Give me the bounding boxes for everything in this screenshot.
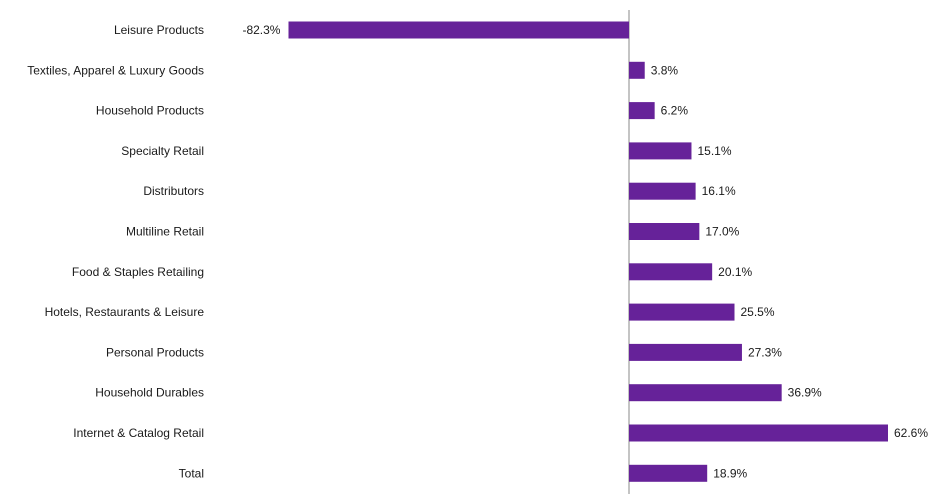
data-label: 3.8% (651, 63, 679, 77)
bar (629, 223, 700, 240)
bar (629, 61, 645, 79)
category-label: Specialty Retail (121, 144, 204, 158)
data-label: 62.6% (894, 426, 928, 440)
data-label: 36.9% (788, 386, 822, 400)
bar (629, 182, 696, 200)
category-label: Distributors (143, 184, 204, 198)
data-label: 16.1% (702, 184, 736, 198)
bar (629, 384, 782, 402)
category-label: Personal Products (106, 345, 204, 359)
bar (629, 263, 713, 281)
category-label: Total (179, 466, 204, 480)
data-label: 27.3% (748, 345, 782, 359)
bar (629, 424, 888, 442)
bar (629, 343, 742, 361)
category-label: Household Products (96, 104, 204, 118)
data-label: 20.1% (718, 265, 752, 279)
category-label: Internet & Catalog Retail (73, 426, 204, 440)
category-label: Hotels, Restaurants & Leisure (45, 305, 205, 319)
bar (629, 142, 692, 160)
category-label: Leisure Products (114, 23, 204, 37)
data-label: 18.9% (713, 466, 747, 480)
category-label: Household Durables (95, 386, 204, 400)
data-label: 6.2% (661, 104, 689, 118)
bar (629, 303, 735, 321)
data-label: 17.0% (705, 225, 739, 239)
bar (629, 464, 708, 482)
bar (288, 21, 629, 39)
category-label: Textiles, Apparel & Luxury Goods (27, 63, 204, 77)
data-label: 25.5% (741, 305, 775, 319)
category-label: Food & Staples Retailing (72, 265, 204, 279)
category-label: Multiline Retail (126, 225, 204, 239)
data-label: -82.3% (242, 23, 280, 37)
data-label: 15.1% (697, 144, 731, 158)
bar (629, 102, 655, 120)
